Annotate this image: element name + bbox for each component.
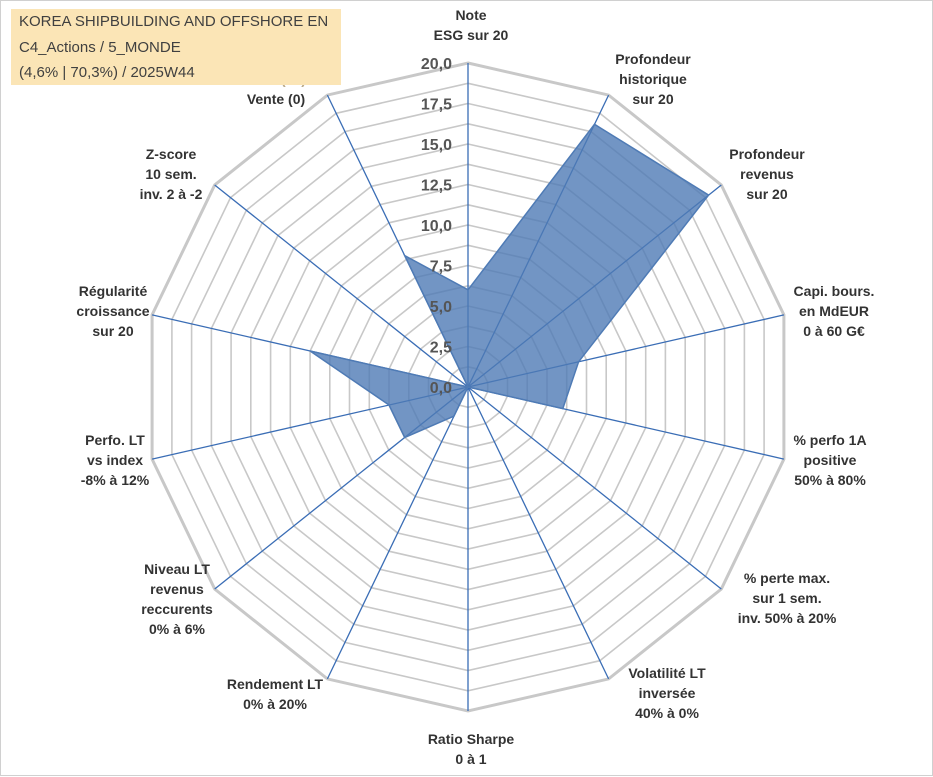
spoke-6 bbox=[467, 386, 722, 590]
r-tick-label: 7,5 bbox=[430, 259, 452, 276]
spoke-7 bbox=[467, 386, 610, 680]
axis-label-6: % perte max. sur 1 sem. inv. 50% à 20% bbox=[738, 570, 837, 626]
axis-label-1: Note ESG sur 20 bbox=[434, 7, 509, 43]
r-tick-label: 15,0 bbox=[421, 137, 452, 154]
chart-title-line-2: C4_Actions / 5_MONDE bbox=[19, 39, 181, 56]
r-tick-label: 12,5 bbox=[421, 178, 452, 195]
r-tick-label: 10,0 bbox=[421, 218, 452, 235]
r-tick-label: 20,0 bbox=[421, 56, 452, 73]
axis-label-3: Profondeur revenus sur 20 bbox=[729, 146, 805, 202]
radar-series bbox=[309, 123, 710, 439]
r-tick-label: 5,0 bbox=[430, 299, 452, 316]
series-area bbox=[309, 123, 710, 439]
axis-label-2: Profondeur historique sur 20 bbox=[615, 51, 691, 107]
axis-label-9: Rendement LT 0% à 20% bbox=[227, 676, 324, 712]
chart-title-line-3: (4,6% | 70,3%) / 2025W44 bbox=[19, 64, 195, 81]
spoke-9 bbox=[326, 386, 469, 680]
r-tick-label: 0,0 bbox=[430, 380, 452, 397]
axis-label-10: Niveau LT revenus reccurents 0% à 6% bbox=[141, 561, 213, 637]
axis-label-5: % perfo 1A positive 50% à 80% bbox=[793, 432, 866, 488]
axis-label-8: Ratio Sharpe 0 à 1 bbox=[428, 731, 515, 767]
r-tick-label: 2,5 bbox=[430, 340, 452, 357]
axis-labels: Note ESG sur 20 Profondeur historique sur 20… bbox=[76, 7, 874, 767]
radial-tick-labels: 0,0 2,5 5,0 7,5 10,0 12,5 15,0 17,5 20,0 bbox=[421, 56, 452, 397]
axis-label-7: Volatilité LT inversée 40% à 0% bbox=[628, 665, 706, 721]
axis-label-13: Z-score 10 sem. inv. 2 à -2 bbox=[140, 146, 203, 202]
r-tick-label: 17,5 bbox=[421, 97, 452, 114]
spoke-13 bbox=[214, 184, 469, 388]
axis-label-12: Régularité croissance sur 20 bbox=[76, 283, 149, 339]
chart-title-box: KOREA SHIPBUILDING AND OFFSHORE EN C4_Ac… bbox=[11, 9, 341, 85]
axis-label-11: Perfo. LT vs index -8% à 12% bbox=[81, 432, 150, 488]
axis-label-4: Capi. bours. en MdEUR 0 à 60 G€ bbox=[794, 283, 875, 339]
chart-title-line-1: KOREA SHIPBUILDING AND OFFSHORE EN bbox=[19, 13, 329, 30]
